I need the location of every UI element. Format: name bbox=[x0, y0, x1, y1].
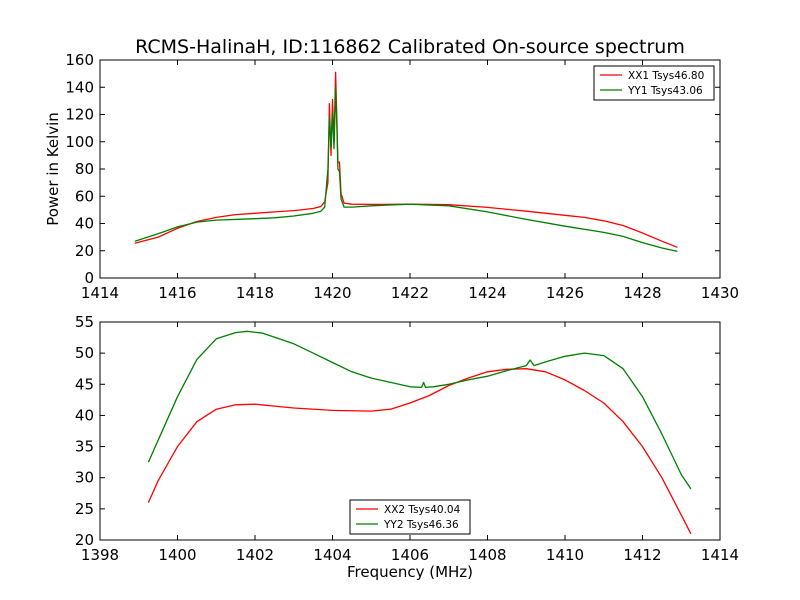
top-xtick-label: 1428 bbox=[623, 284, 661, 302]
top-xtick-label: 1424 bbox=[468, 284, 506, 302]
top-xtick-label: 1414 bbox=[81, 284, 119, 302]
top-ytick-label: 100 bbox=[65, 133, 94, 151]
bottom-xtick-label: 1404 bbox=[313, 546, 351, 564]
top-ylabel: Power in Kelvin bbox=[44, 112, 62, 226]
top-ytick-label: 160 bbox=[65, 51, 94, 69]
bottom-ytick-label: 50 bbox=[75, 344, 94, 362]
top-ytick-label: 120 bbox=[65, 106, 94, 124]
top-series-line-2 bbox=[134, 86, 678, 253]
bottom-xtick-label: 1406 bbox=[391, 546, 429, 564]
top-legend-label-1: XX1 Tsys46.80 bbox=[628, 70, 704, 82]
bottom-ytick-label: 30 bbox=[75, 469, 94, 487]
chart-title: RCMS-HalinaH, ID:116862 Calibrated On-so… bbox=[135, 36, 685, 58]
bottom-xtick-label: 1398 bbox=[81, 546, 119, 564]
top-xtick-label: 1416 bbox=[158, 284, 196, 302]
bottom-xlabel: Frequency (MHz) bbox=[347, 563, 473, 581]
bottom-series-line-1 bbox=[147, 368, 692, 535]
bottom-ytick-label: 40 bbox=[75, 406, 94, 424]
bottom-ytick-label: 45 bbox=[75, 375, 94, 393]
top-ytick-label: 80 bbox=[75, 160, 94, 178]
bottom-series-line-2 bbox=[147, 330, 692, 490]
top-legend-label-2: YY1 Tsys43.06 bbox=[627, 85, 703, 97]
bottom-xtick-label: 1414 bbox=[701, 546, 739, 564]
top-xtick-label: 1420 bbox=[313, 284, 351, 302]
bottom-xtick-label: 1400 bbox=[158, 546, 196, 564]
top-xtick-label: 1422 bbox=[391, 284, 429, 302]
bottom-xtick-label: 1408 bbox=[468, 546, 506, 564]
bottom-legend: XX2 Tsys40.04 YY2 Tsys46.36 bbox=[349, 499, 471, 535]
bottom-legend-box bbox=[349, 499, 471, 535]
top-xtick-label: 1418 bbox=[236, 284, 274, 302]
bottom-xtick-label: 1410 bbox=[546, 546, 584, 564]
top-legend-box bbox=[593, 65, 715, 101]
top-ytick-label: 0 bbox=[84, 269, 94, 287]
top-ytick-label: 140 bbox=[65, 78, 94, 96]
bottom-ytick-label: 25 bbox=[75, 500, 94, 518]
top-ytick-label: 60 bbox=[75, 187, 94, 205]
bottom-legend-label-2: YY2 Tsys46.36 bbox=[383, 519, 459, 531]
top-ytick-label: 20 bbox=[75, 242, 94, 260]
bottom-ytick-label: 55 bbox=[75, 313, 94, 331]
top-xtick-label: 1426 bbox=[546, 284, 584, 302]
top-xtick-label: 1430 bbox=[701, 284, 739, 302]
bottom-ytick-label: 35 bbox=[75, 438, 94, 456]
top-ytick-label: 40 bbox=[75, 215, 94, 233]
top-legend: XX1 Tsys46.80 YY1 Tsys43.06 bbox=[593, 65, 715, 101]
bottom-legend-label-1: XX2 Tsys40.04 bbox=[384, 504, 461, 516]
bottom-xtick-label: 1412 bbox=[623, 546, 661, 564]
bottom-ytick-label: 20 bbox=[75, 531, 94, 549]
bottom-xtick-label: 1402 bbox=[236, 546, 274, 564]
panel-top: Power in Kelvin 1414 1416 1418 1420 1422 1424… bbox=[44, 51, 739, 302]
panel-bottom: Frequency (MHz) 1398 1400 1402 1404 1406 1408… bbox=[75, 313, 739, 581]
